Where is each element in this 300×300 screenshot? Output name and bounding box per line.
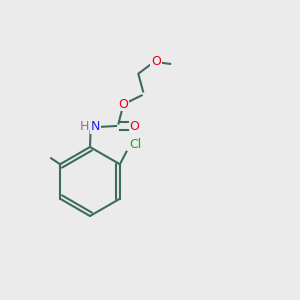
Text: N: N [91,120,100,134]
Text: O: O [151,55,161,68]
Text: O: O [118,98,128,111]
Text: H: H [79,120,89,134]
Text: O: O [130,119,139,133]
Text: Cl: Cl [129,138,141,151]
